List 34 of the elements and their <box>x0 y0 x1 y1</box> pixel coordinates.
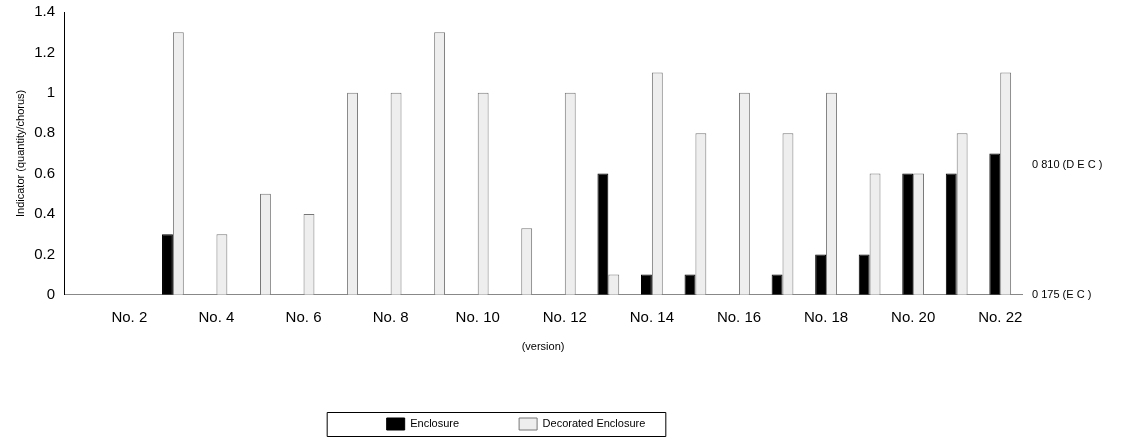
x-tick-label: No. 6 <box>285 307 322 325</box>
legend-label: Decorated Enclosure <box>542 417 646 430</box>
x-tick-label: No. 20 <box>891 307 936 325</box>
bar <box>902 173 914 295</box>
x-tick-label: No. 14 <box>629 307 674 325</box>
y-tick-label: 1 <box>46 82 56 100</box>
y-tick-label: 1.4 <box>34 2 56 20</box>
x-tick-label: No. 16 <box>716 307 762 325</box>
bar <box>858 254 870 295</box>
x-tick-label: No. 10 <box>455 307 500 325</box>
bar <box>771 274 783 295</box>
y-tick-label: 0.2 <box>34 244 56 262</box>
y-axis-title: Indicator (quantity/chorus) <box>13 89 26 217</box>
y-tick-label: 0 <box>46 284 56 302</box>
x-tick-label: No. 12 <box>542 307 587 325</box>
y-tick-label: 0.8 <box>34 123 56 141</box>
text: 0 810 (D E C ) <box>1032 157 1103 170</box>
x-tick-label: No. 18 <box>803 307 849 325</box>
x-tick-label: No. 22 <box>978 307 1023 325</box>
x-axis-title: (version) <box>521 340 565 353</box>
legend-label: Enclosure <box>410 417 460 430</box>
bar <box>597 173 609 295</box>
bar <box>162 234 173 295</box>
bar <box>815 254 827 295</box>
x-tick-label: No. 4 <box>198 307 235 325</box>
y-tick-label: 0.6 <box>34 163 56 181</box>
y-tick-label: 0.4 <box>34 204 56 222</box>
text: 0 175 (E C ) <box>1032 287 1092 300</box>
x-tick-label: No. 2 <box>111 307 148 325</box>
bar <box>989 153 1001 295</box>
x-tick-label: No. 8 <box>372 307 409 325</box>
bar <box>945 173 957 295</box>
y-tick-label: 1.2 <box>34 42 56 60</box>
bar <box>641 274 652 295</box>
